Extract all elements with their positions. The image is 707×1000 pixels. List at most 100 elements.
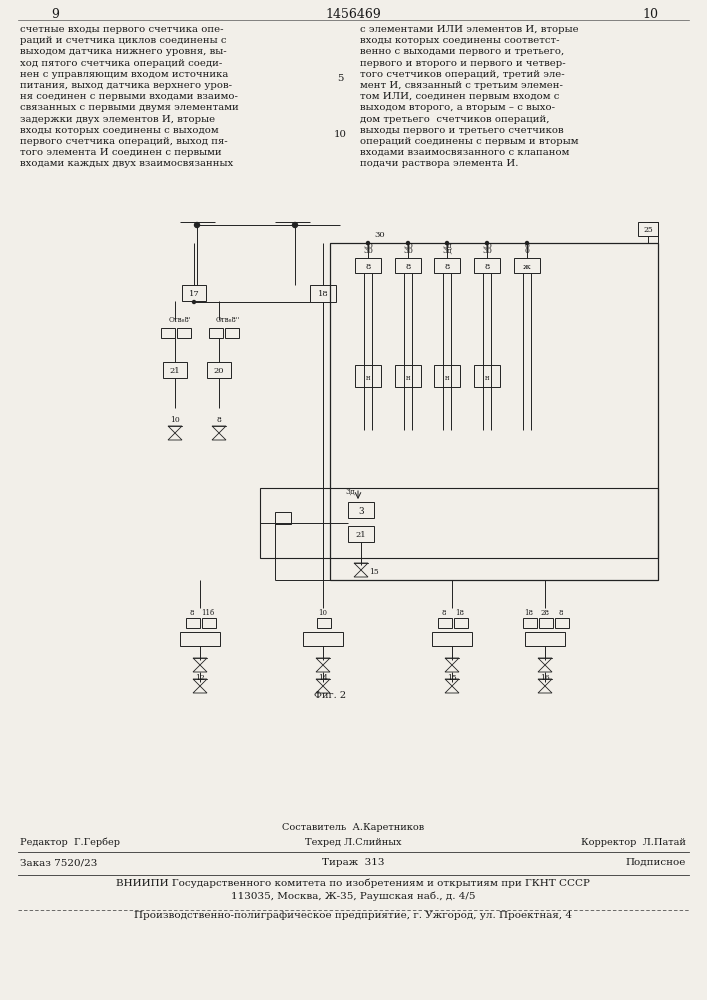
Text: операций соединены с первым и вторым: операций соединены с первым и вторым	[360, 137, 578, 146]
Text: 10: 10	[642, 8, 658, 21]
Bar	[474, 365, 500, 387]
Text: Тираж  313: Тираж 313	[322, 858, 384, 867]
Text: того счетчиков операций, третий эле-: того счетчиков операций, третий эле-	[360, 70, 565, 79]
Bar	[275, 512, 291, 524]
Circle shape	[525, 241, 529, 244]
Text: того элемента И соединен с первыми: того элемента И соединен с первыми	[20, 148, 221, 157]
Text: 8: 8	[444, 263, 450, 271]
Text: 3д: 3д	[442, 247, 452, 255]
Text: 1456469: 1456469	[325, 8, 381, 21]
Bar	[555, 618, 569, 628]
Text: питания, выход датчика верхнего уров-: питания, выход датчика верхнего уров-	[20, 81, 232, 90]
Text: входы которых соединены соответст-: входы которых соединены соответст-	[360, 36, 559, 45]
Text: 3д: 3д	[345, 488, 355, 496]
Circle shape	[366, 241, 370, 244]
Text: входами взаимосвязанного с клапаном: входами взаимосвязанного с клапаном	[360, 148, 569, 157]
Bar	[514, 258, 540, 273]
Text: 25: 25	[643, 226, 653, 234]
Bar	[163, 362, 187, 378]
Text: н: н	[445, 374, 450, 382]
Text: 21: 21	[356, 531, 366, 539]
Text: Корректор  Л.Патай: Корректор Л.Патай	[581, 838, 686, 847]
Text: 11б: 11б	[201, 609, 215, 617]
Text: Производственно-полиграфическое предприятие, г. Ужгород, ул. Проектная, 4: Производственно-полиграфическое предприя…	[134, 911, 572, 920]
Bar	[209, 328, 223, 338]
Text: 15: 15	[447, 674, 457, 682]
Text: ня соединен с первыми входами взаимо-: ня соединен с первыми входами взаимо-	[20, 92, 238, 101]
Text: 3д: 3д	[442, 242, 452, 250]
Bar	[202, 618, 216, 628]
Circle shape	[293, 223, 298, 228]
Text: 18: 18	[317, 290, 328, 298]
Text: 8: 8	[405, 263, 411, 271]
Bar	[454, 618, 468, 628]
Text: 8: 8	[189, 609, 194, 617]
Bar	[438, 618, 452, 628]
Text: н: н	[366, 374, 370, 382]
Text: 8: 8	[366, 263, 370, 271]
Circle shape	[194, 223, 199, 228]
Text: 8: 8	[559, 609, 563, 617]
Text: 30: 30	[375, 231, 385, 239]
Text: 30: 30	[403, 242, 413, 250]
Text: том ИЛИ, соединен первым входом с: том ИЛИ, соединен первым входом с	[360, 92, 559, 101]
Text: 18: 18	[525, 609, 534, 617]
Bar	[355, 365, 381, 387]
Text: 5: 5	[337, 74, 343, 83]
Text: Редактор  Г.Гербер: Редактор Г.Гербер	[20, 838, 120, 847]
Bar	[182, 285, 206, 301]
Text: 10: 10	[334, 130, 346, 139]
Bar	[434, 258, 460, 273]
Bar	[186, 618, 200, 628]
Text: дом третьего  счетчиков операций,: дом третьего счетчиков операций,	[360, 115, 549, 124]
Text: 8: 8	[442, 609, 446, 617]
Bar	[395, 365, 421, 387]
Bar	[177, 328, 191, 338]
Text: 113035, Москва, Ж-35, Раушская наб., д. 4/5: 113035, Москва, Ж-35, Раушская наб., д. …	[230, 892, 475, 901]
Bar	[434, 365, 460, 387]
Text: 30: 30	[403, 247, 413, 255]
Bar	[355, 258, 381, 273]
Text: 18: 18	[455, 609, 464, 617]
Text: связанных с первыми двумя элементами: связанных с первыми двумя элементами	[20, 103, 239, 112]
Text: первого счетчика операций, выход пя-: первого счетчика операций, выход пя-	[20, 137, 228, 146]
Bar	[207, 362, 231, 378]
Text: 8: 8	[216, 416, 221, 424]
Text: 9: 9	[51, 8, 59, 21]
Text: 30: 30	[363, 247, 373, 255]
Text: 0: 0	[525, 247, 530, 255]
Bar	[395, 258, 421, 273]
Bar	[539, 618, 553, 628]
Text: с элементами ИЛИ элементов И, вторые: с элементами ИЛИ элементов И, вторые	[360, 25, 578, 34]
Text: 28: 28	[540, 609, 549, 617]
Text: 17: 17	[189, 290, 199, 298]
Text: выходом второго, а вторым – с выхо-: выходом второго, а вторым – с выхо-	[360, 103, 555, 112]
Text: ход пятого счетчика операций соеди-: ход пятого счетчика операций соеди-	[20, 59, 222, 68]
Text: мент И, связанный с третьим элемен-: мент И, связанный с третьим элемен-	[360, 81, 563, 90]
Text: 12: 12	[195, 674, 205, 682]
Text: 10: 10	[318, 609, 327, 617]
Text: 30: 30	[482, 242, 492, 250]
Text: 0: 0	[525, 242, 530, 250]
Text: 30: 30	[482, 247, 492, 255]
Text: венно с выходами первого и третьего,: венно с выходами первого и третьего,	[360, 47, 564, 56]
Text: раций и счетчика циклов соединены с: раций и счетчика циклов соединены с	[20, 36, 226, 45]
Text: выходы первого и третьего счетчиков: выходы первого и третьего счетчиков	[360, 126, 563, 135]
Circle shape	[192, 300, 196, 304]
Circle shape	[407, 241, 409, 244]
Bar	[303, 632, 343, 646]
Text: входами каждых двух взаимосвязанных: входами каждых двух взаимосвязанных	[20, 159, 233, 168]
Text: входы которых соединены с выходом: входы которых соединены с выходом	[20, 126, 218, 135]
Circle shape	[445, 241, 448, 244]
Text: 10: 10	[170, 416, 180, 424]
Text: ВНИИПИ Государственного комитета по изобретениям и открытиям при ГКНТ СССР: ВНИИПИ Государственного комитета по изоб…	[116, 879, 590, 888]
Bar	[638, 222, 658, 236]
Text: 15: 15	[369, 568, 379, 576]
Bar	[474, 258, 500, 273]
Text: Отв₈8'': Отв₈8''	[216, 316, 240, 324]
Bar	[317, 618, 331, 628]
Text: 20: 20	[214, 367, 224, 375]
Bar	[523, 618, 537, 628]
Text: Заказ 7520/23: Заказ 7520/23	[20, 858, 98, 867]
Bar	[432, 632, 472, 646]
